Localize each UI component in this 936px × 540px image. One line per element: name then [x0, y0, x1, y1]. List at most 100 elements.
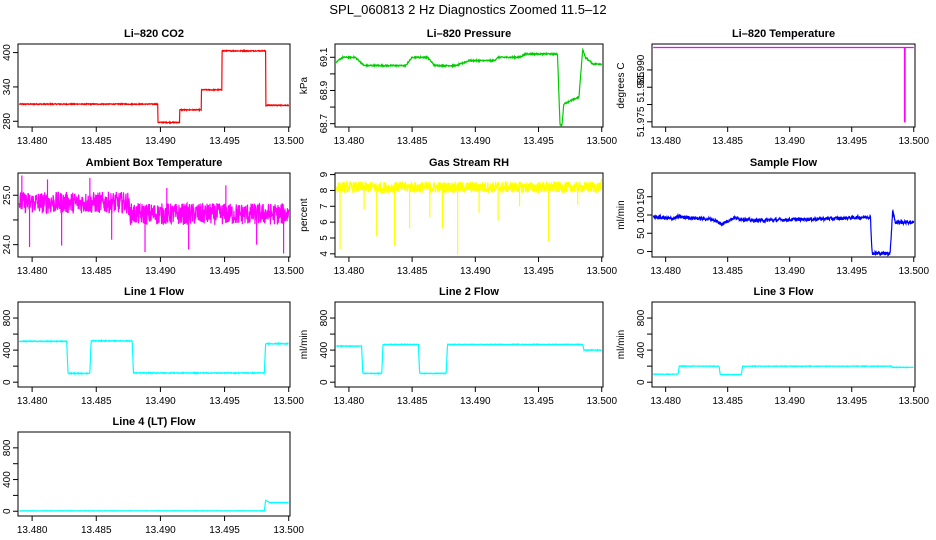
- x-tick-label: 13.480: [17, 136, 48, 147]
- y-axis-label: kPa: [299, 76, 310, 94]
- y-tick-label: 68.9: [319, 80, 330, 100]
- y-tick-label: 51.975: [636, 106, 647, 137]
- x-tick-label: 13.500: [273, 525, 304, 536]
- x-tick-label: 13.495: [836, 266, 867, 277]
- series-line: [18, 191, 290, 226]
- x-tick-label: 13.480: [17, 396, 48, 407]
- x-tick-label: 13.485: [81, 525, 112, 536]
- y-tick-label: 7: [319, 203, 330, 209]
- y-tick-label: 68.7: [319, 114, 330, 134]
- x-tick-label: 13.495: [209, 136, 240, 147]
- panel-title: Line 2 Flow: [439, 286, 499, 298]
- x-tick-label: 13.485: [81, 136, 112, 147]
- y-axis-label: degrees C: [616, 62, 627, 108]
- panel-title: Sample Flow: [750, 157, 818, 169]
- y-tick-label: 0: [2, 379, 13, 385]
- series-line: [335, 47, 603, 128]
- y-tick-label: 150: [636, 188, 647, 205]
- y-tick-label: 8: [319, 187, 330, 193]
- x-tick-label: 13.495: [209, 396, 240, 407]
- panel-title: Li–820 Temperature: [732, 28, 835, 40]
- y-tick-label: 280: [2, 112, 13, 129]
- x-tick-label: 13.490: [774, 396, 805, 407]
- panels: Li–820 CO2 13.480 13.485 13.490 13.495 13.500…: [2, 28, 929, 536]
- x-tick-label: 13.480: [650, 266, 681, 277]
- y-tick-label: 400: [319, 341, 330, 358]
- panel-title: Ambient Box Temperature: [86, 157, 223, 169]
- x-tick-label: 13.500: [273, 396, 304, 407]
- x-tick-label: 13.500: [586, 136, 617, 147]
- x-tick-label: 13.480: [334, 266, 365, 277]
- plot-frame: [334, 43, 604, 128]
- panel-line3: Line 3 Flow 13.480 13.485 13.490 13.495 13.50…: [616, 286, 929, 407]
- x-tick-label: 13.480: [334, 136, 365, 147]
- y-tick-label: 0: [636, 248, 647, 254]
- y-tick-label: 5: [319, 235, 330, 241]
- x-tick-label: 13.500: [273, 136, 304, 147]
- plot-frame: [17, 43, 291, 128]
- plot-frame: [651, 301, 916, 388]
- panel-title: Li–820 Pressure: [427, 28, 511, 40]
- panel-licor-temp: Li–820 Temperature 13.480 13.485 13.490 13.4…: [616, 28, 929, 147]
- panel-line4: Line 4 (LT) Flow 13.480 13.485 13.490 13.495…: [2, 416, 304, 536]
- series-line: [18, 48, 290, 125]
- y-tick-label: 400: [636, 341, 647, 358]
- x-tick-label: 13.495: [523, 136, 554, 147]
- series-line: [336, 178, 603, 195]
- x-tick-label: 13.485: [81, 396, 112, 407]
- y-tick-label: 0: [319, 379, 330, 385]
- series-line: [652, 208, 915, 257]
- panel-title: Gas Stream RH: [429, 157, 509, 169]
- plot-frame: [651, 43, 916, 128]
- y-axis-label: percent: [299, 198, 310, 232]
- y-tick-label: 6: [319, 219, 330, 225]
- x-tick-label: 13.485: [712, 396, 743, 407]
- plot-frame: [17, 431, 291, 517]
- plot-frame: [651, 172, 916, 258]
- y-tick-label: 51.990: [636, 54, 647, 85]
- y-tick-label: 69.1: [319, 47, 330, 67]
- panel-line2: Line 2 Flow 13.480 13.485 13.490 13.495 13.50…: [299, 286, 617, 407]
- x-tick-label: 13.495: [836, 136, 867, 147]
- x-tick-label: 13.490: [460, 266, 491, 277]
- series-line: [19, 499, 289, 512]
- y-tick-label: 0: [2, 508, 13, 514]
- x-tick-label: 13.490: [145, 136, 176, 147]
- y-axis-label: ml/min: [299, 330, 310, 359]
- x-tick-label: 13.490: [460, 136, 491, 147]
- y-tick-label: 25.0: [2, 185, 13, 205]
- panel-title: Li–820 CO2: [124, 28, 184, 40]
- x-tick-label: 13.500: [273, 266, 304, 277]
- panel-sample-flow: Sample Flow 13.480 13.485 13.490 13.495 13.50…: [616, 157, 929, 277]
- panel-rh: Gas Stream RH 13.480 13.485 13.490 13.495 13.…: [299, 157, 617, 277]
- plot-frame: [334, 172, 604, 258]
- y-tick-label: 340: [2, 78, 13, 95]
- x-tick-label: 13.500: [898, 266, 929, 277]
- x-tick-label: 13.485: [397, 136, 428, 147]
- y-tick-label: 800: [2, 309, 13, 326]
- x-tick-label: 13.490: [774, 266, 805, 277]
- series-line: [652, 364, 914, 376]
- y-tick-label: 400: [2, 471, 13, 488]
- plot-frame: [334, 301, 604, 388]
- series-line: [653, 46, 914, 123]
- y-tick-label: 100: [636, 206, 647, 223]
- x-tick-label: 13.485: [397, 266, 428, 277]
- y-tick-label: 400: [2, 44, 13, 61]
- x-tick-label: 13.495: [209, 525, 240, 536]
- x-tick-label: 13.490: [145, 396, 176, 407]
- x-tick-label: 13.500: [898, 396, 929, 407]
- x-tick-label: 13.500: [586, 396, 617, 407]
- x-tick-label: 13.490: [774, 136, 805, 147]
- x-tick-label: 13.485: [397, 396, 428, 407]
- x-tick-label: 13.480: [17, 525, 48, 536]
- panel-title: Line 1 Flow: [124, 286, 184, 298]
- panel-co2: Li–820 CO2 13.480 13.485 13.490 13.495 13.500…: [2, 28, 304, 147]
- x-tick-label: 13.480: [17, 266, 48, 277]
- y-tick-label: 800: [319, 309, 330, 326]
- x-tick-label: 13.480: [334, 396, 365, 407]
- x-tick-label: 13.500: [586, 266, 617, 277]
- figure-title: SPL_060813 2 Hz Diagnostics Zoomed 11.5–…: [329, 2, 606, 17]
- x-tick-label: 13.480: [650, 136, 681, 147]
- y-tick-label: 51.985: [636, 72, 647, 103]
